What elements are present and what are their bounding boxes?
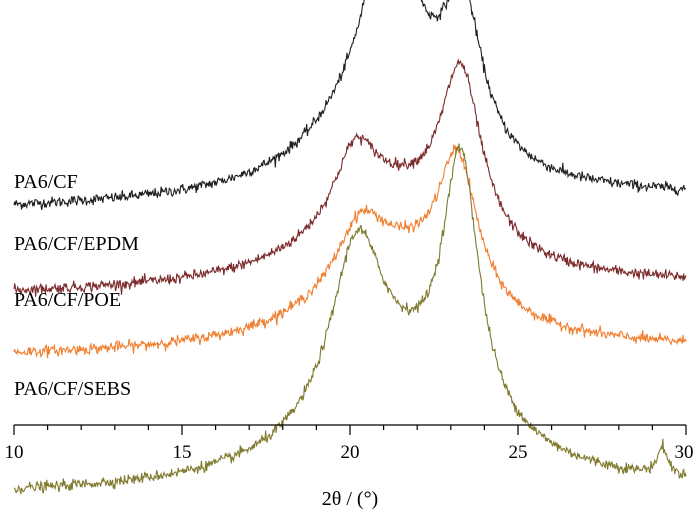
series-line-1 [13, 0, 687, 210]
x-tick-label: 30 [675, 442, 694, 463]
series-label-1: PA6/CF [14, 171, 78, 193]
series-line-4 [13, 143, 687, 495]
x-tick-label: 25 [509, 442, 528, 463]
series-labels: PA6/CF PA6/CF/EPDM PA6/CF/POE PA6/CF/SEBS [14, 171, 139, 400]
x-tick-label: 15 [173, 442, 192, 463]
series-label-4: PA6/CF/SEBS [14, 378, 131, 400]
series-layer [13, 0, 687, 495]
x-tick-label: 20 [341, 442, 360, 463]
series-label-3: PA6/CF/POE [14, 289, 121, 311]
x-tick-label: 10 [5, 442, 24, 463]
x-axis-title: 2θ / (°) [322, 488, 378, 510]
series-line-3 [13, 144, 687, 358]
x-axis: 10 15 20 25 30 [5, 424, 694, 463]
series-label-2: PA6/CF/EPDM [14, 233, 139, 255]
series-line-2 [13, 58, 687, 297]
